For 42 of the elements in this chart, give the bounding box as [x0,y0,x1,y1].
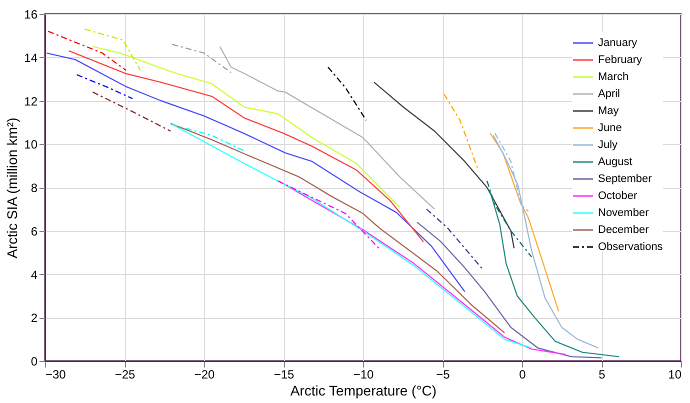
line-series [278,180,566,356]
line-series [486,180,532,258]
legend-label: October [598,190,638,202]
line-series [490,132,560,312]
x-tick-label: −25 [114,368,136,382]
legend-label: July [598,139,618,151]
y-tick-label: 4 [30,268,38,282]
legend-label: September [598,173,652,185]
line-series [68,50,424,242]
line-series [46,52,466,292]
y-tick-label: 0 [30,354,38,368]
y-tick-label: 16 [24,8,38,22]
x-tick-label: −20 [194,368,215,382]
legend-label: May [598,105,620,117]
y-tick-label: 2 [30,311,38,326]
y-tick-label: 14 [24,50,38,65]
legend-label: June [598,122,622,134]
legend-label: August [598,156,632,168]
legend-label: November [598,207,650,219]
x-tick-label: −30 [46,368,66,382]
legend-label: December [598,224,650,236]
legend-label: February [598,54,643,66]
legend-label: March [598,71,629,83]
x-tick-label: 5 [598,368,606,382]
legend-label: April [598,88,620,100]
line-series [92,46,400,208]
legend-label: January [598,37,638,49]
y-tick-label: 10 [24,138,38,152]
x-tick-label: −15 [274,368,294,382]
legend-label: Observations [598,241,664,253]
x-tick-label: 0 [519,368,526,382]
x-axis-title: Arctic Temperature (°C) [290,382,437,398]
line-series [374,82,515,249]
y-axis-title: Arctic SIA (million km²) [4,118,20,258]
line-series [219,46,436,210]
x-tick-label: −5 [436,368,450,382]
x-tick-label: 10 [668,368,682,382]
y-tick-label: 12 [24,94,38,108]
y-tick-label: 6 [30,224,38,238]
line-series [492,134,599,349]
x-tick-label: −10 [353,368,374,382]
y-tick-label: 8 [30,181,38,195]
